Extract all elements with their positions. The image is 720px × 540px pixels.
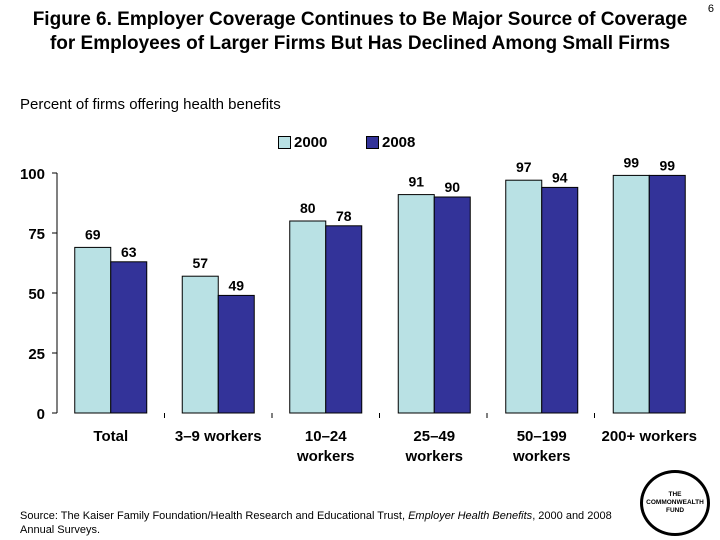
- y-tick-label: 50: [28, 286, 45, 303]
- y-tick-label: 75: [28, 226, 45, 243]
- data-label-2000: 97: [516, 159, 532, 175]
- data-label-2000: 69: [85, 226, 101, 242]
- bar-2000: [181, 275, 219, 414]
- legend-item-2000: 2000: [278, 134, 327, 151]
- title-line-1: Figure 6. Employer Coverage Continues to…: [32, 9, 688, 30]
- x-tick-label: workers: [404, 448, 463, 465]
- x-tick-label: 10–24: [305, 428, 347, 445]
- bar-2000: [612, 174, 650, 414]
- bar-2008: [110, 261, 148, 414]
- x-tick-label: 50–199: [517, 428, 567, 445]
- source-text-end: , 2000 and 2008 Annual Surveys.: [20, 510, 612, 536]
- data-label-2008: 49: [228, 277, 244, 293]
- data-label-2008: 90: [444, 179, 460, 195]
- chart-title: Figure 6. Employer Coverage Continues to…: [0, 8, 720, 56]
- commonwealth-fund-logo: THE COMMONWEALTH FUND: [640, 470, 710, 536]
- bar-2008: [217, 294, 255, 414]
- x-tick-label: 3–9 workers: [175, 428, 262, 445]
- data-label-2008: 94: [552, 169, 568, 185]
- bar-2008: [433, 196, 471, 414]
- y-tick-label: 0: [37, 406, 45, 423]
- source-publication: Employer Health Benefits: [408, 510, 533, 522]
- legend-item-2008: 2008: [366, 134, 415, 151]
- legend-swatch-2000: [278, 136, 291, 149]
- y-tick-label: 25: [28, 346, 45, 363]
- page-number: 6: [707, 3, 714, 15]
- source-note: Source: The Kaiser Family Foundation/Hea…: [20, 509, 640, 537]
- bar-2000: [289, 220, 327, 414]
- data-label-2000: 91: [408, 174, 424, 190]
- x-tick-label: Total: [93, 428, 128, 445]
- logo-text: THE COMMONWEALTH FUND: [646, 491, 704, 514]
- y-axis-label: Percent of firms offering health benefit…: [20, 96, 281, 113]
- source-text: Source: The Kaiser Family Foundation/Hea…: [20, 510, 409, 522]
- y-tick-label: 100: [20, 166, 45, 183]
- data-label-2008: 78: [336, 208, 352, 224]
- legend-label-2000: 2000: [294, 134, 328, 151]
- data-label-2000: 99: [623, 154, 639, 170]
- data-label-2008: 63: [121, 244, 137, 260]
- x-tick-label: 25–49: [413, 428, 455, 445]
- x-tick-label: workers: [296, 448, 355, 465]
- bar-2000: [397, 194, 435, 414]
- x-tick-label: 200+ workers: [602, 428, 698, 445]
- title-line-2: for Employees of Larger Firms But Has De…: [49, 33, 671, 54]
- x-tick-label: workers: [512, 448, 571, 465]
- bar-2008: [541, 186, 579, 414]
- data-label-2008: 99: [659, 157, 675, 173]
- legend-swatch-2008: [366, 136, 379, 149]
- bar-2000: [505, 179, 543, 414]
- legend-label-2008: 2008: [382, 134, 416, 151]
- data-label-2000: 57: [192, 255, 208, 271]
- bar-2008: [648, 174, 686, 414]
- data-label-2000: 80: [300, 200, 316, 216]
- bar-2008: [325, 225, 363, 414]
- bar-2000: [74, 246, 112, 414]
